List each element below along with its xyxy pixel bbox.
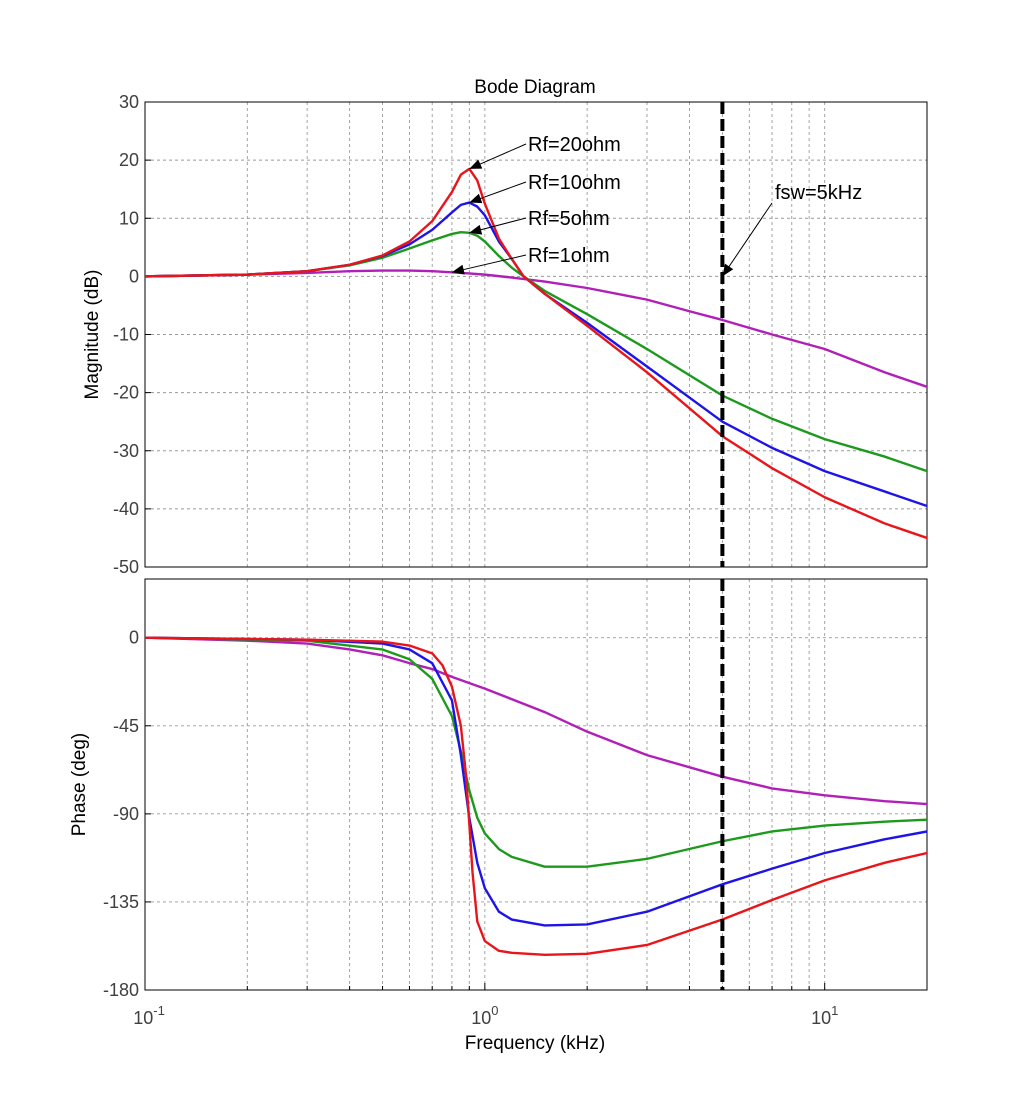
phase-y-axis-label: Phase (deg) — [69, 733, 90, 837]
annotation-arrow-line — [451, 254, 527, 273]
y-tick-label: 0 — [129, 628, 139, 648]
magnitude-axes-box — [144, 101, 928, 568]
phase-panel: 0 -45 -90 -135 -180 Phase (deg) — [69, 578, 928, 1000]
x-tick-label: 100 — [471, 1003, 498, 1028]
magnitude-y-axis-label: Magnitude (dB) — [82, 270, 103, 400]
annotation-arrow-head — [469, 193, 483, 204]
magnitude-panel: 30 20 10 0 -10 -20 -30 -40 -50 Magnitude (dB) Rf=2… — [82, 92, 928, 577]
x-tick-label: 101 — [811, 1003, 838, 1028]
phase-series-group — [145, 636, 927, 956]
y-tick-label: -180 — [103, 980, 139, 1000]
annotation-arrow-head — [469, 224, 483, 235]
magnitude-series-rf-20ohm — [145, 167, 927, 540]
y-tick-label: 30 — [119, 92, 139, 112]
y-tick-label: -40 — [113, 499, 139, 519]
magnitude-series-group — [145, 167, 927, 540]
magnitude-series-rf-1ohm — [145, 269, 927, 389]
y-tick-label: -20 — [113, 383, 139, 403]
y-tick-label: -10 — [113, 325, 139, 345]
y-tick-label: 20 — [119, 150, 139, 170]
phase-series-rf-5ohm — [145, 636, 927, 868]
annotation-fsw-5khz: fsw=5kHz — [775, 182, 862, 204]
y-tick-label: -45 — [113, 716, 139, 736]
annotation-rf-1ohm: Rf=1ohm — [528, 245, 610, 267]
y-tick-label: -30 — [113, 441, 139, 461]
y-tick-label: -50 — [113, 557, 139, 577]
phase-series-rf-1ohm — [145, 636, 927, 806]
annotation-arrow-line — [721, 202, 773, 277]
annotation-arrow-head — [451, 264, 465, 275]
annotation-rf-10ohm: Rf=10ohm — [528, 172, 621, 194]
phase-series-rf-20ohm — [145, 636, 927, 956]
x-axis: Frequency (kHz) 10-1 100 101 — [133, 983, 838, 1054]
magnitude-series-rf-5ohm — [145, 231, 927, 473]
annotation-rf-5ohm: Rf=5ohm — [528, 208, 610, 230]
annotation-arrow-head — [469, 159, 483, 169]
annotation-arrow-head — [722, 263, 734, 277]
chart-title: Bode Diagram — [474, 77, 595, 98]
x-axis-label: Frequency (kHz) — [465, 1033, 605, 1054]
x-tick-label: 10-1 — [133, 1003, 165, 1028]
y-tick-label: 0 — [129, 266, 139, 286]
phase-axes-box — [144, 578, 928, 991]
y-tick-label: -90 — [113, 804, 139, 824]
phase-series-rf-10ohm — [145, 636, 927, 927]
y-tick-label: -135 — [103, 892, 139, 912]
y-tick-label: 10 — [119, 208, 139, 228]
annotation-rf-20ohm: Rf=20ohm — [528, 134, 621, 156]
